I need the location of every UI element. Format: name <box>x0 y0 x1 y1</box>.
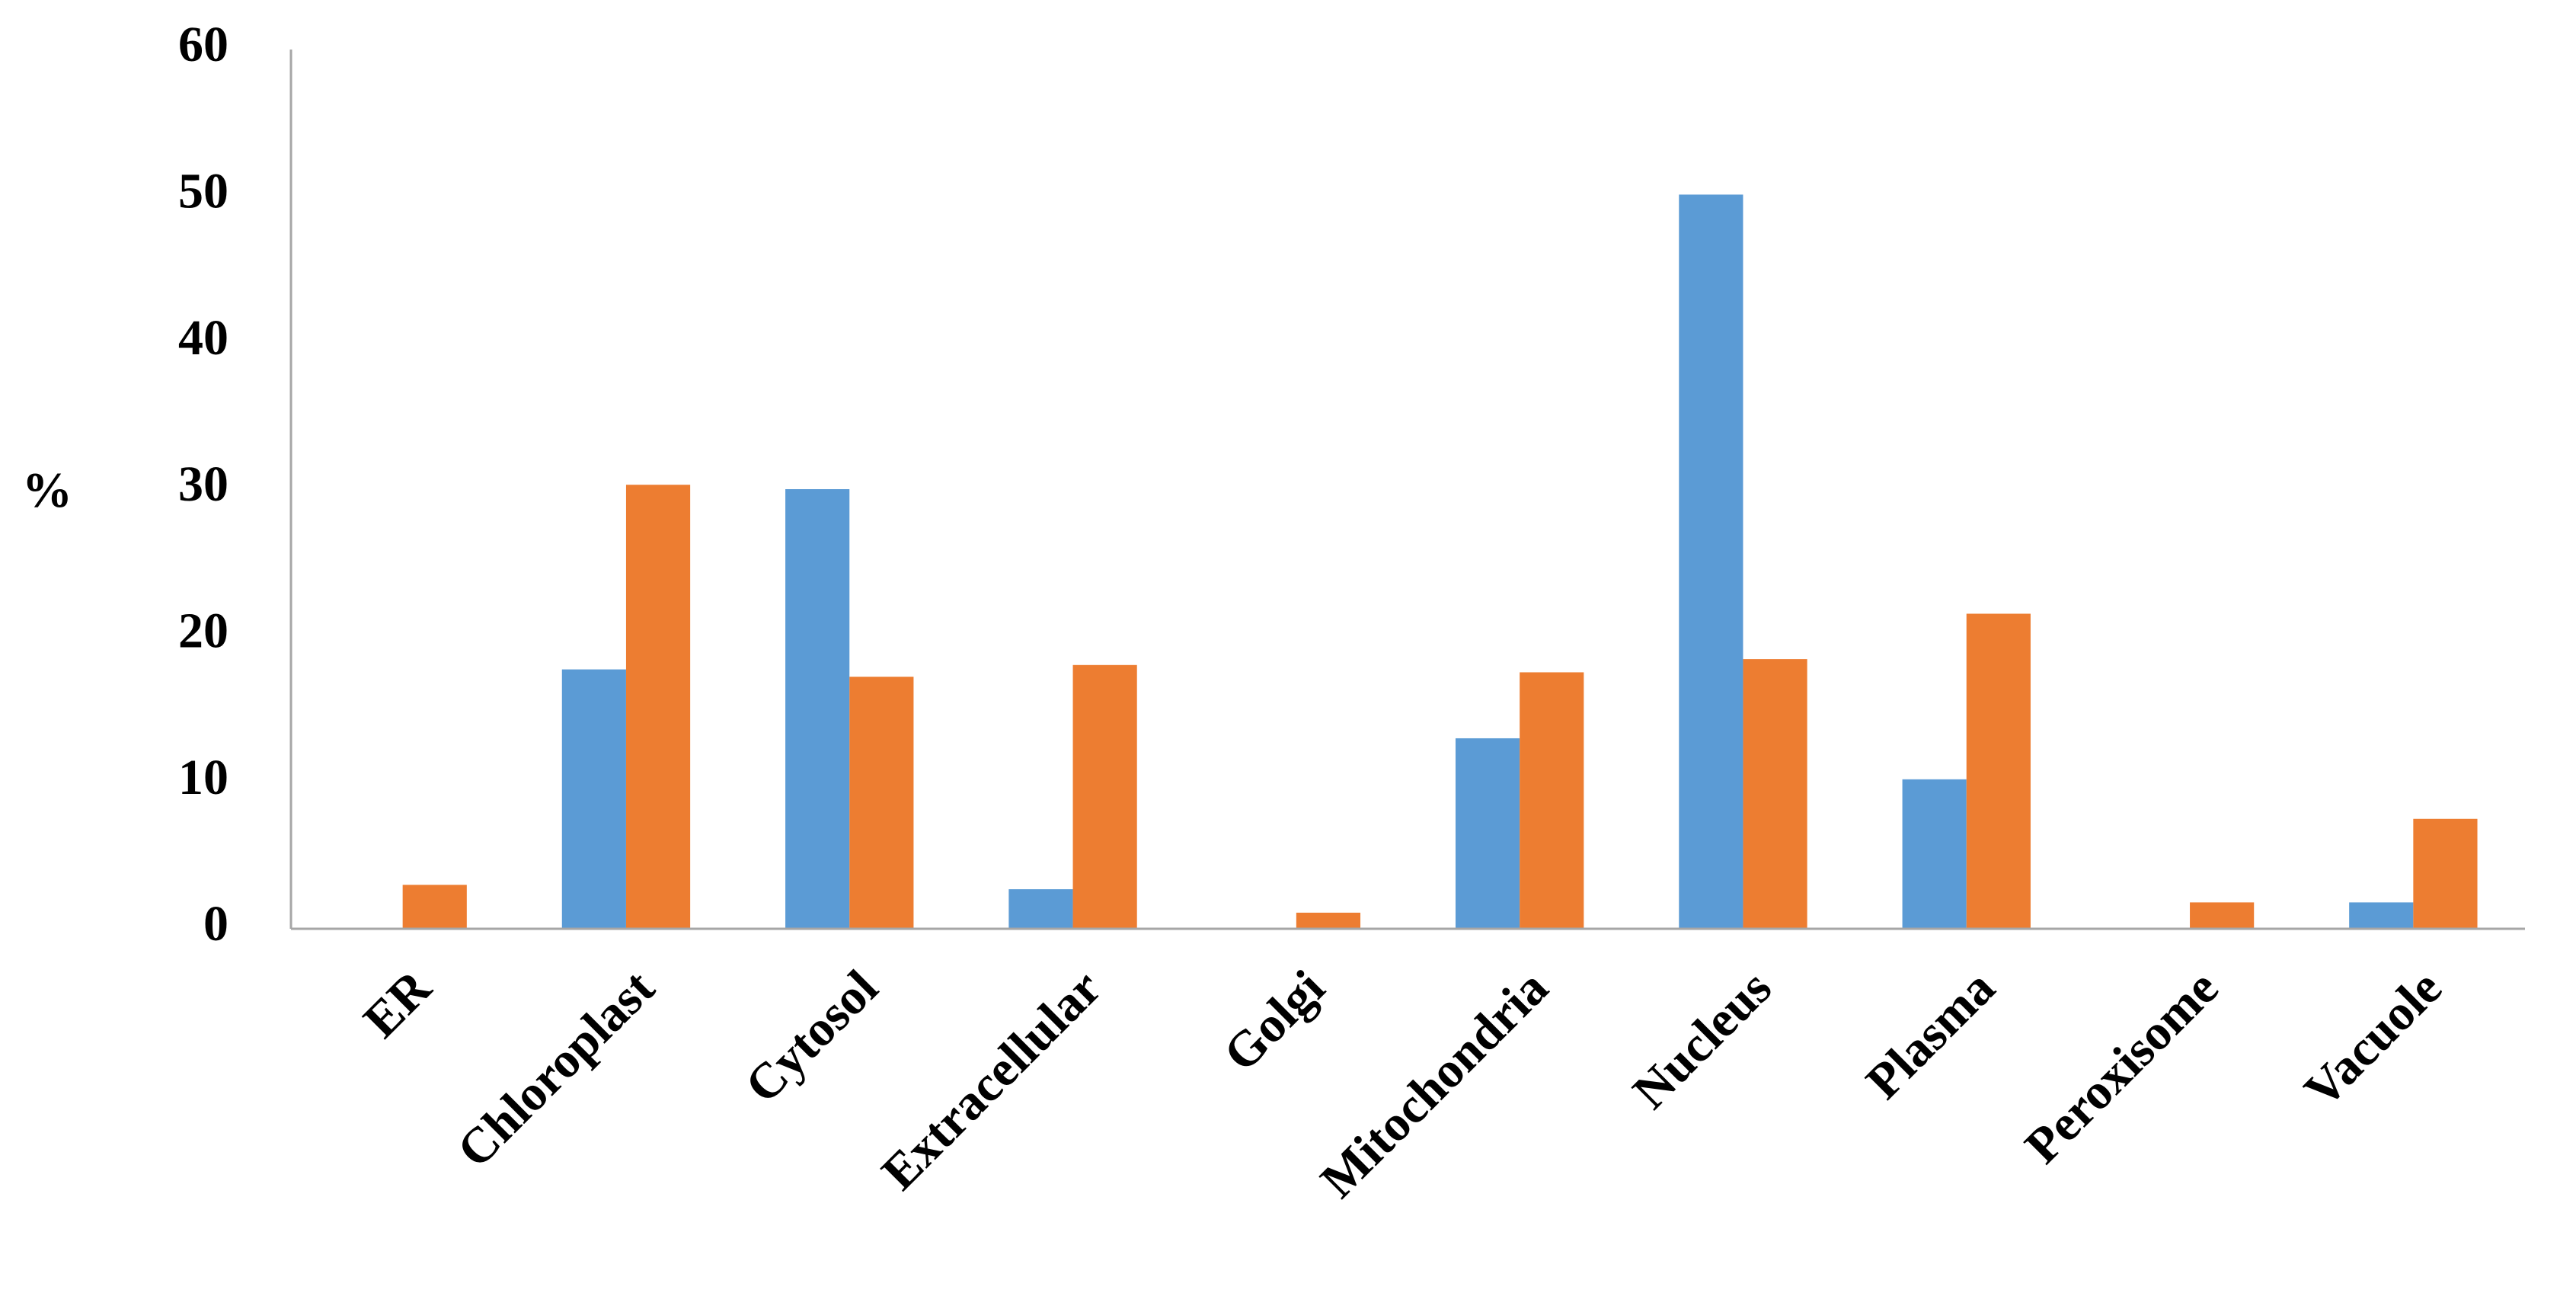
x-tick-label: ER <box>353 959 443 1048</box>
bar <box>1296 912 1361 929</box>
y-tick-label: 0 <box>203 896 229 952</box>
x-tick-label: Nucleus <box>1622 960 1782 1120</box>
bar <box>1520 672 1584 929</box>
bar <box>1679 194 1743 929</box>
y-tick-label: 40 <box>178 310 229 366</box>
x-tick-label: Chloroplast <box>447 960 666 1179</box>
x-tick-label: Extracellular <box>871 960 1112 1201</box>
y-tick-label: 20 <box>178 603 229 658</box>
y-tick-label: 30 <box>178 456 229 512</box>
y-tick-label: 60 <box>178 17 229 72</box>
x-tick-label: Golgi <box>1213 960 1336 1083</box>
y-tick-label: 10 <box>178 750 229 805</box>
y-tick-label: 50 <box>178 163 229 219</box>
x-tick-label: Mitochondria <box>1310 960 1558 1208</box>
bar <box>1743 659 1807 929</box>
bar <box>849 677 914 929</box>
x-tick-label: Cytosol <box>735 960 889 1114</box>
bar <box>2413 818 2478 929</box>
bar <box>625 485 691 929</box>
bar <box>1966 613 2031 929</box>
bar <box>2349 902 2414 929</box>
bar <box>402 885 467 929</box>
bar <box>1008 889 1073 929</box>
bar <box>1455 738 1520 929</box>
y-axis-label: % <box>22 462 72 518</box>
x-tick-label: Plasma <box>1855 960 2006 1110</box>
x-tick-label: Vacuole <box>2294 960 2453 1119</box>
bar <box>1072 664 1137 929</box>
bar <box>1902 779 1967 929</box>
bar <box>561 669 626 929</box>
bar <box>2190 902 2255 929</box>
bar <box>785 489 850 929</box>
x-tick-label: Peroxisome <box>2015 960 2229 1174</box>
